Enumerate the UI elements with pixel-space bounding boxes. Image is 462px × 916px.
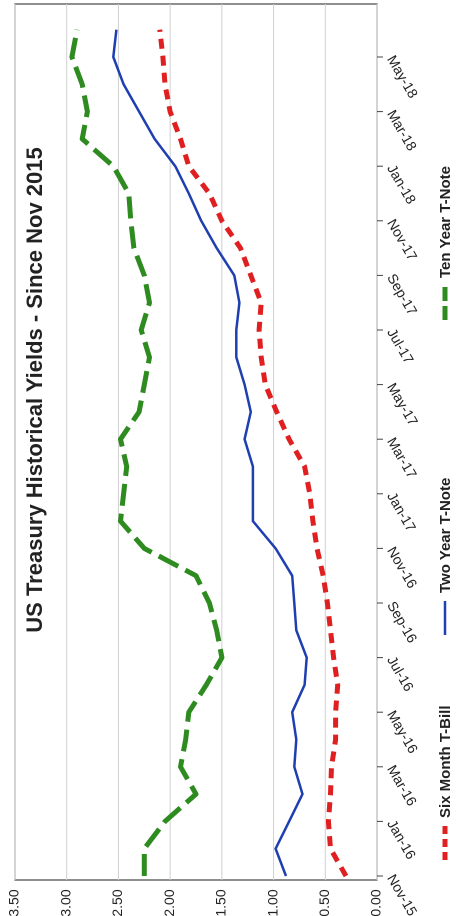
x-tick-label: Mar-17 — [384, 435, 420, 482]
y-tick-label: 1.00 — [264, 889, 280, 916]
x-tick-label: Nov-16 — [384, 544, 421, 591]
series-line — [69, 29, 225, 876]
series-line — [157, 29, 349, 878]
y-tick-label: 2.50 — [109, 889, 125, 916]
x-tick-label: May-18 — [384, 52, 421, 101]
y-tick-label: 0.00 — [368, 889, 384, 916]
legend-label: Six Month T-Bill — [437, 706, 454, 819]
x-tick-label: May-16 — [384, 708, 421, 757]
plot-frame — [14, 3, 378, 881]
x-tick-label: Sep-17 — [384, 271, 421, 318]
y-tick-label: 3.00 — [57, 889, 73, 916]
chart-title: US Treasury Historical Yields - Since No… — [22, 147, 47, 632]
x-tick-label: Sep-16 — [384, 598, 421, 645]
legend-label: Ten Year T-Note — [437, 166, 454, 278]
y-tick-label: 2.00 — [161, 889, 177, 916]
x-tick-label: Jul-17 — [384, 325, 417, 366]
x-tick-label: Jan-17 — [384, 489, 419, 534]
legend-label: Two Year T-Note — [437, 478, 454, 593]
x-tick-label: Jan-18 — [384, 162, 419, 207]
x-tick-label: Nov-15 — [384, 871, 421, 916]
x-tick-label: May-17 — [384, 380, 421, 429]
series-line — [112, 29, 308, 877]
y-tick-label: 3.50 — [6, 889, 22, 916]
x-tick-label: Jul-16 — [384, 653, 417, 694]
y-tick-label: 1.50 — [213, 889, 229, 916]
x-tick-label: Nov-17 — [384, 216, 421, 263]
x-tick-label: Mar-18 — [384, 107, 420, 154]
x-tick-label: Jan-16 — [384, 817, 419, 862]
y-tick-label: 0.50 — [316, 889, 332, 916]
x-tick-label: Mar-16 — [384, 762, 420, 809]
